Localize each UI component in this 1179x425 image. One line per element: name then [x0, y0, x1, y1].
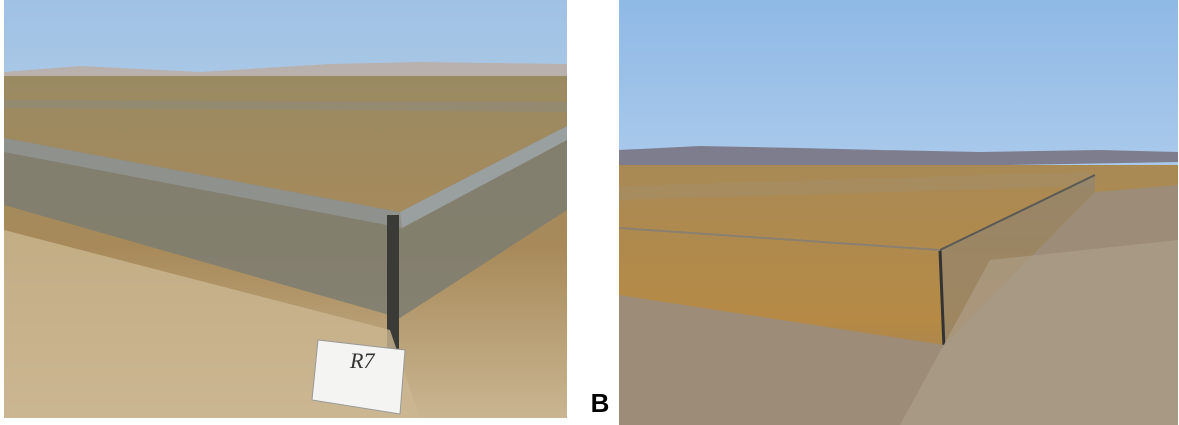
figure: R7 B [0, 0, 1179, 425]
page: R7 B (() => { const data = JSON.parse(do… [0, 0, 1179, 425]
panel-label: B [591, 388, 610, 418]
sign-text: R7 [349, 348, 375, 373]
photo-right [619, 0, 1178, 425]
photo-left: R7 [4, 0, 567, 418]
